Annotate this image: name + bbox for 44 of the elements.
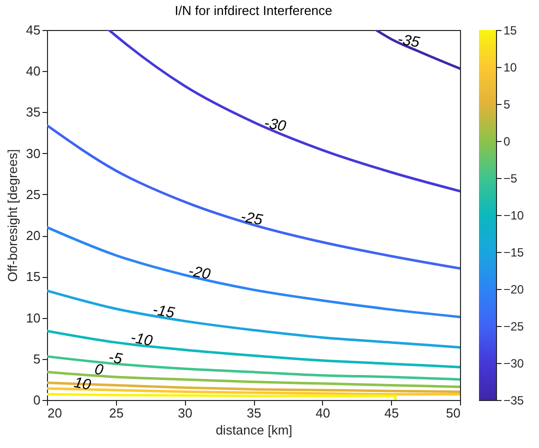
color-bar-label: 15 [504, 24, 518, 38]
x-tick-label: 50 [446, 406, 460, 420]
x-tick-label: 40 [316, 406, 330, 420]
annotation: -35 [396, 30, 422, 52]
y-axis-title: Off-boresight [degrees] [5, 149, 20, 282]
x-tick-label: 20 [48, 406, 62, 420]
annotation: -20 [187, 262, 212, 284]
x-axis-title: distance [km] [216, 422, 292, 438]
y-tick-label: 15 [26, 269, 40, 284]
y-tick-label: 30 [26, 146, 40, 161]
color-bar-label: −35 [504, 394, 524, 408]
annotation: -30 [262, 114, 288, 136]
color-bar-label: −20 [504, 282, 524, 296]
color-bar-label: −25 [504, 320, 524, 334]
y-tick-label: 25 [26, 186, 40, 202]
line-series [108, 30, 460, 192]
x-tick-label: 25 [109, 406, 124, 420]
annotation: -5 [107, 348, 124, 368]
x-tick-label: 30 [178, 406, 192, 420]
color-bar-label: −5 [504, 172, 518, 186]
y-tick-label: 0 [33, 392, 40, 408]
x-tick-label: 45 [384, 406, 399, 420]
annotation: 10 [72, 374, 93, 394]
y-tick-label: 40 [26, 64, 40, 79]
chart-title: I/N for infdirect Interference [174, 3, 332, 18]
annotation: 0 [93, 360, 106, 380]
y-tick-label: 35 [26, 104, 40, 120]
color-bar-label: 5 [504, 98, 510, 112]
y-tick-label: 20 [26, 228, 40, 244]
color-bar-label: −15 [504, 246, 524, 260]
color-bar-label: 10 [504, 60, 518, 74]
y-tick-label: 5 [33, 351, 40, 366]
line-series [374, 30, 460, 70]
annotation: -15 [151, 301, 176, 322]
color-bar-label: −10 [504, 208, 524, 222]
annotation: -10 [129, 329, 154, 350]
line-series [47, 226, 460, 318]
line-series [47, 289, 460, 349]
color-bar-label: 0 [504, 134, 510, 148]
annotation: -25 [240, 208, 264, 229]
color-bar-label: −30 [504, 356, 524, 370]
y-tick-label: 45 [26, 22, 40, 38]
x-tick-label: 35 [246, 406, 262, 420]
y-tick-label: 10 [26, 310, 40, 326]
